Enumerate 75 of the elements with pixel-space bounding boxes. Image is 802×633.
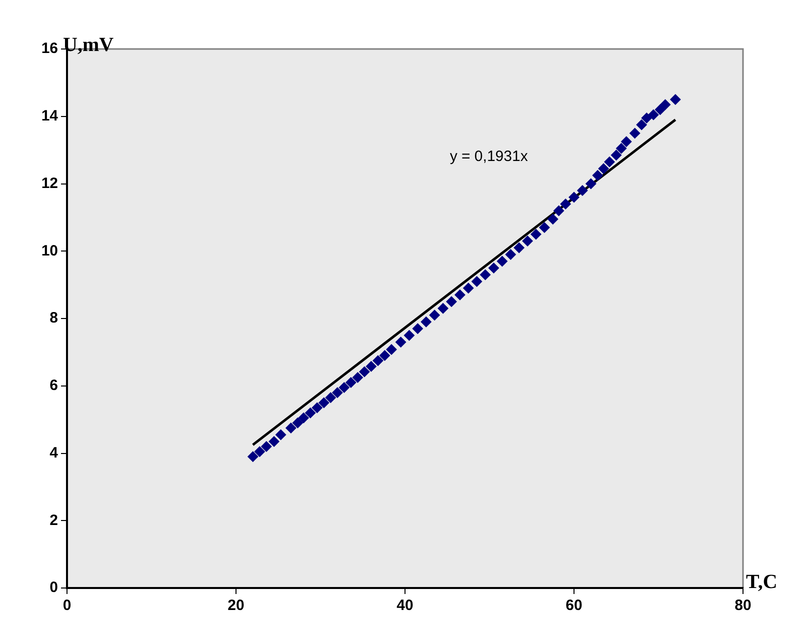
point bbox=[325, 392, 336, 404]
point bbox=[345, 377, 356, 388]
point bbox=[471, 276, 482, 287]
point bbox=[268, 436, 280, 447]
point bbox=[592, 170, 604, 181]
point bbox=[553, 205, 564, 216]
y-tick-label: 4 bbox=[50, 444, 59, 462]
point bbox=[247, 451, 258, 462]
y-tick-label: 16 bbox=[41, 40, 58, 58]
point bbox=[395, 336, 406, 348]
point bbox=[585, 178, 596, 190]
x-axis-title: T,C bbox=[746, 571, 778, 594]
y-tick-label: 8 bbox=[50, 310, 58, 327]
point bbox=[538, 222, 550, 234]
point bbox=[488, 262, 500, 274]
point bbox=[598, 163, 610, 174]
point bbox=[547, 214, 558, 225]
y-tick-label: 6 bbox=[50, 377, 58, 394]
point bbox=[576, 184, 588, 196]
point bbox=[298, 412, 310, 424]
point bbox=[338, 382, 350, 394]
point bbox=[438, 302, 449, 314]
point bbox=[352, 372, 364, 383]
point bbox=[275, 429, 286, 440]
point bbox=[648, 109, 659, 120]
x-tick-label: 40 bbox=[396, 597, 414, 614]
point bbox=[304, 407, 316, 418]
point bbox=[379, 350, 390, 362]
x-tick-label: 20 bbox=[228, 597, 244, 614]
point bbox=[292, 417, 304, 428]
point bbox=[254, 446, 266, 458]
point bbox=[366, 360, 377, 372]
point bbox=[620, 136, 632, 148]
point bbox=[312, 402, 323, 414]
point bbox=[358, 366, 370, 378]
point bbox=[604, 156, 615, 168]
point bbox=[404, 330, 415, 341]
point bbox=[332, 387, 343, 398]
point bbox=[429, 310, 440, 321]
y-tick-label: 0 bbox=[50, 579, 58, 596]
y-tick-label: 2 bbox=[50, 512, 58, 529]
point bbox=[616, 142, 627, 154]
point bbox=[446, 296, 457, 308]
y-tick-label: 14 bbox=[41, 108, 59, 125]
point bbox=[260, 441, 272, 452]
point bbox=[610, 150, 622, 161]
point bbox=[505, 248, 516, 260]
point bbox=[560, 198, 572, 210]
point bbox=[522, 236, 534, 247]
point bbox=[530, 228, 542, 240]
annotation: y = 0,1931x bbox=[450, 148, 528, 165]
point bbox=[462, 282, 474, 294]
point bbox=[654, 104, 666, 116]
point bbox=[568, 192, 580, 203]
y-axis-title: U,mV bbox=[63, 34, 114, 56]
point bbox=[285, 422, 296, 434]
y-tick-label: 10 bbox=[41, 242, 58, 260]
point bbox=[480, 269, 491, 280]
x-tick-label: 80 bbox=[734, 597, 752, 614]
point bbox=[660, 99, 671, 110]
point bbox=[496, 256, 508, 267]
point bbox=[386, 344, 397, 355]
point bbox=[372, 355, 384, 366]
x-tick-label: 60 bbox=[566, 597, 582, 614]
point bbox=[636, 119, 648, 130]
x-tick-label: 0 bbox=[62, 597, 72, 614]
point bbox=[514, 242, 525, 254]
point bbox=[412, 323, 424, 334]
point bbox=[629, 128, 640, 139]
y-tick-label: 12 bbox=[41, 174, 58, 192]
point bbox=[670, 94, 681, 106]
point bbox=[420, 316, 432, 328]
point bbox=[641, 112, 652, 124]
point bbox=[454, 289, 466, 300]
point bbox=[318, 397, 330, 408]
